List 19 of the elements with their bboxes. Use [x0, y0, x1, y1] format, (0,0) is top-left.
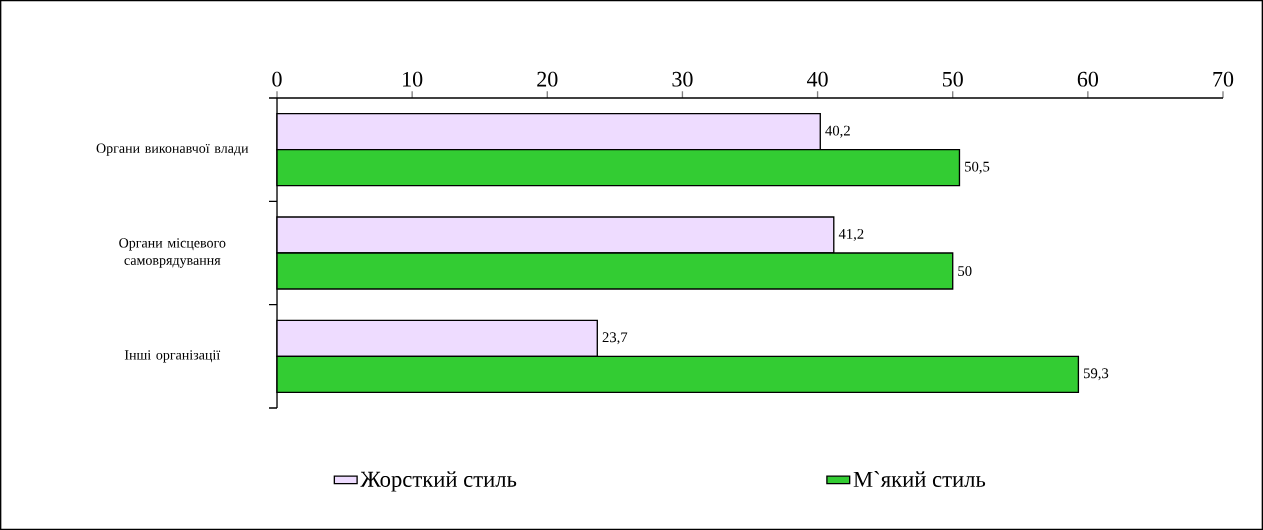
legend-label: М`який стиль: [853, 471, 986, 488]
y-tick-label: Інші організації: [124, 350, 221, 363]
x-tick-label: 70: [1213, 71, 1234, 87]
data-label: 40,2: [825, 125, 850, 138]
data-label: 59,3: [1083, 368, 1109, 381]
data-label: 50: [958, 266, 972, 276]
x-tick-label: 60: [1077, 71, 1099, 87]
data-label: 23,7: [602, 332, 628, 345]
x-tick-label: 50: [942, 71, 963, 87]
x-tick-label: 0: [272, 71, 282, 87]
legend-label: Жорсткий стиль: [360, 471, 517, 492]
data-label: 41,2: [838, 229, 864, 241]
x-tick-label: 30: [672, 71, 693, 87]
x-tick-label: 20: [537, 71, 558, 87]
y-tick-label: Органи виконавчої влади: [96, 143, 249, 156]
data-label: 50,5: [965, 161, 990, 174]
y-tick-label: Органи місцевого самоврядування: [119, 238, 226, 268]
x-tick-label: 10: [403, 71, 423, 87]
x-tick-label: 40: [807, 71, 828, 87]
